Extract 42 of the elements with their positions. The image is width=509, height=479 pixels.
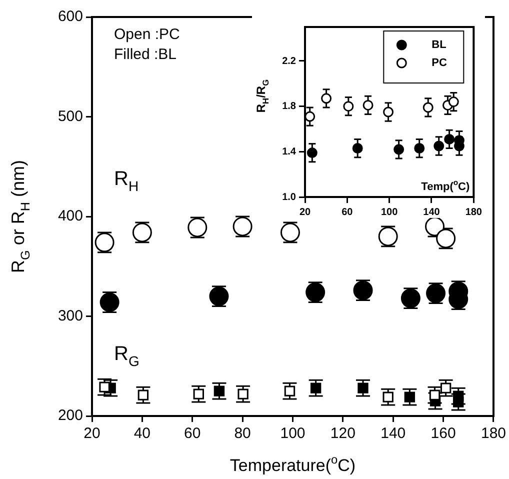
y-tick-label: 2.2 [282,56,296,67]
x-tick-label: 60 [184,425,201,442]
y-tick-label: 200 [58,407,83,424]
x-tick-label: 160 [430,425,456,442]
legend-label: PC [432,57,447,70]
point [444,134,455,144]
y-tick-label: 400 [58,208,83,225]
point [394,144,404,155]
point [383,106,394,118]
y-axis-title: RG or RH (nm) [8,160,32,273]
x-tick-label: 80 [234,425,251,442]
point [414,143,425,154]
y-tick-label: 1.8 [282,101,296,112]
point [422,102,434,113]
point [434,140,444,152]
x-tick-label: 100 [280,425,306,442]
x-tick-label: 20 [299,206,311,218]
y-tick-label: 500 [58,108,83,125]
point [362,100,374,110]
x-tick-label: 180 [465,206,482,218]
x-tick-label: 60 [342,206,354,218]
x-tick-label: 140 [423,206,440,218]
point [343,101,354,112]
point [306,148,318,158]
annotation: Open :PC [114,26,180,43]
y-axis-title: RH/RG [254,79,271,113]
x-tick-label: 100 [380,206,398,218]
x-tick-label: 140 [380,425,406,442]
point [305,111,316,122]
point [448,96,459,108]
annotation: Filled :BL [114,46,177,63]
y-tick-label: 1.4 [282,146,296,158]
y-tick-label: 600 [58,8,83,26]
x-tick-label: 180 [480,425,506,442]
y-tick-label: 300 [58,307,83,324]
x-tick-label: 120 [330,425,356,442]
x-tick-label: 20 [84,425,100,442]
point [352,143,363,154]
point [321,93,332,104]
legend-label: BL [432,39,447,52]
x-tick-label: 40 [134,425,151,442]
y-tick-label: 1.0 [282,192,296,203]
